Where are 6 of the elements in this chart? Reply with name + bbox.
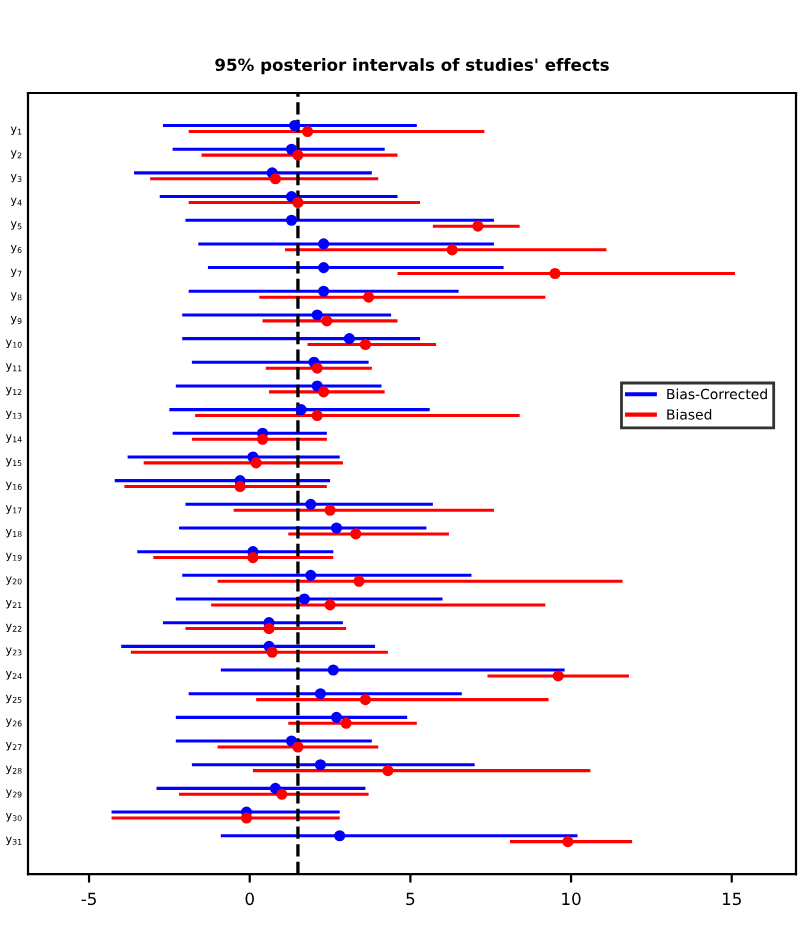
x-tick-label: 15 <box>722 892 741 906</box>
x-tick-label: -5 <box>81 892 96 906</box>
x-tick-label: 10 <box>562 892 581 906</box>
x-tick-label: 5 <box>406 892 415 906</box>
chart-title: 95% posterior intervals of studies' effects <box>215 58 609 75</box>
x-tick-label: 0 <box>245 892 254 906</box>
